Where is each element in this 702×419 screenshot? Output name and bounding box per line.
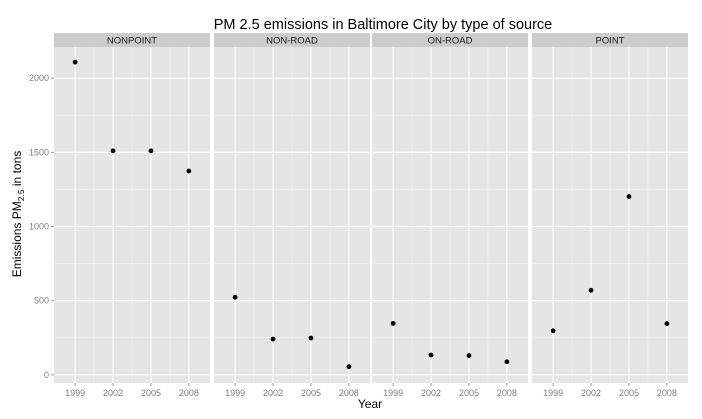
y-axis-title-units: in tons [10,151,24,190]
x-tick-label: 2005 [619,388,639,398]
data-point [428,352,434,358]
data-point [390,320,396,326]
data-point [626,194,632,199]
data-point [270,336,276,342]
y-axis-title: Emissions PM2.5 in tons [10,151,26,278]
data-point [72,59,78,65]
data-point [110,148,116,154]
data-point [588,287,594,293]
facet-strip [54,33,210,47]
y-tick-label: 2000 [29,73,49,83]
x-tick-label: 2005 [141,388,161,398]
x-tick-label: 2008 [179,388,199,398]
x-tick-label: 1999 [543,388,563,398]
chart-title: PM 2.5 emissions in Baltimore City by ty… [214,17,552,33]
data-point [186,168,192,174]
x-tick-label: 2008 [657,388,677,398]
data-point [232,294,238,300]
data-point [504,359,510,365]
x-tick-label: 1999 [225,388,245,398]
data-point [148,148,154,154]
y-axis-title-subscript: 2.5 [16,189,26,201]
y-tick-label: 1500 [29,147,49,157]
facet-non-road: NON-ROAD 1999 2002 2005 2008 [214,33,370,398]
y-tick-label: 1000 [29,221,49,231]
x-tick-label: 2005 [459,388,479,398]
x-tick-label: 2005 [301,388,321,398]
x-tick-label: 2002 [421,388,441,398]
facet-strip [532,33,688,47]
y-tick-label: 500 [34,296,49,306]
x-tick-label: 2002 [581,388,601,398]
y-axis-title-main: Emissions PM [10,201,24,277]
data-point [550,328,556,334]
facet-on-road: ON-ROAD 1999 2002 2005 2008 [372,33,528,398]
x-axis-title: Year [358,397,382,411]
facet-strip-label: NONPOINT [107,36,157,47]
x-tick-label: 2002 [103,388,123,398]
facet-panels: NONPOINT 1999 2002 2005 2008 NON-ROAD 1999 2002… [54,33,688,398]
y-tick-label: 0 [44,370,49,380]
facet-strip-label: ON-ROAD [428,36,473,47]
data-point [308,335,314,341]
facet-strip-label: NON-ROAD [266,36,318,47]
x-tick-label: 1999 [65,388,85,398]
data-point [466,353,472,358]
facet-strip-label: POINT [595,36,624,47]
data-point [346,364,352,370]
y-axis: 0 500 1000 1500 2000 [29,73,54,380]
facet-nonpoint: NONPOINT 1999 2002 2005 2008 [54,33,210,398]
x-tick-label: 2002 [263,388,283,398]
x-tick-label: 1999 [383,388,403,398]
facet-strip [372,33,528,47]
x-tick-label: 2008 [497,388,517,398]
data-point [664,321,670,327]
facet-strip [214,33,370,47]
x-tick-label: 2008 [339,388,359,398]
facet-point: POINT 1999 2002 2005 2008 [532,33,688,398]
